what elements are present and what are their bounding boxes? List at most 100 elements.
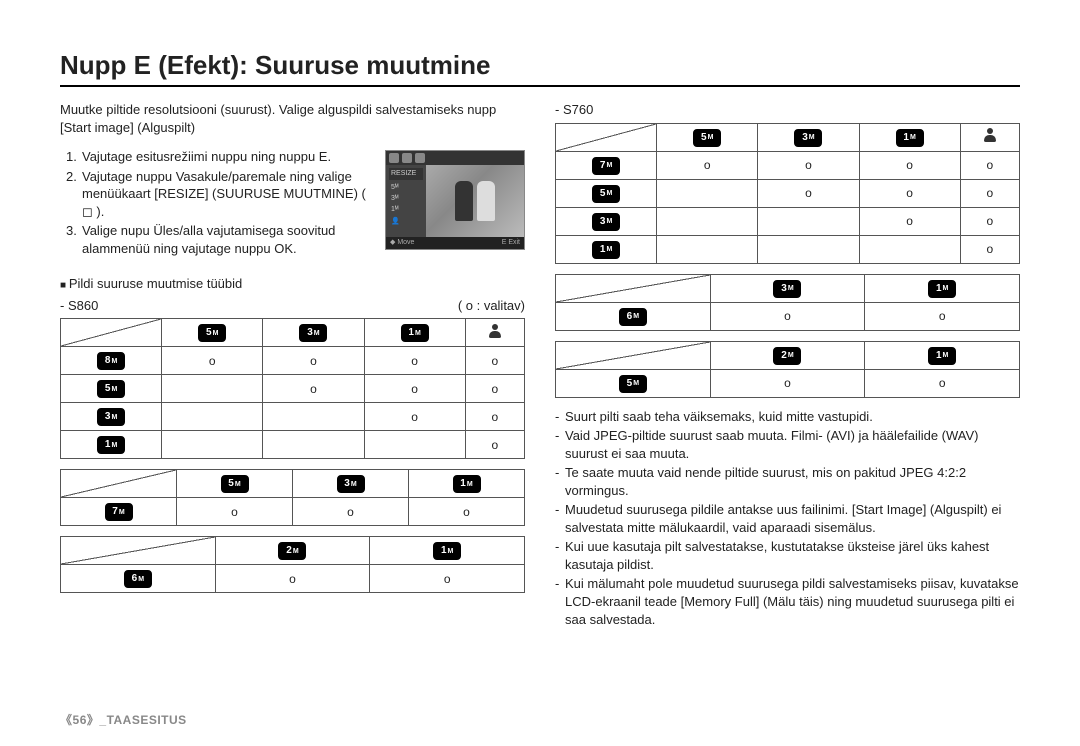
cell: o — [960, 235, 1019, 263]
badge-5m-d: 5M — [221, 475, 249, 493]
table-s760-c: 2M 1M 5M o o — [555, 341, 1020, 398]
badge-3m: 3M — [794, 129, 822, 147]
cell — [859, 235, 960, 263]
badge-1m: 1M — [592, 241, 620, 259]
badge-3m: 3M — [97, 408, 125, 426]
note-text: Suurt pilti saab teha väiksemaks, kuid m… — [565, 408, 1020, 426]
cell — [162, 431, 263, 459]
badge-1m-d: 1M — [453, 475, 481, 493]
badge-6m: 6M — [124, 570, 152, 588]
badge-5m: 5M — [198, 324, 226, 342]
screenshot-row: 👤 — [389, 216, 423, 227]
screenshot-exit-label: E Exit — [502, 238, 520, 247]
cell: o — [859, 207, 960, 235]
intro-text: Muutke piltide resolutsiooni (suurust). … — [60, 101, 525, 136]
note-text: Kui mälumaht pole muudetud suurusega pil… — [565, 575, 1020, 628]
cell: o — [409, 498, 525, 526]
left-column: Muutke piltide resolutsiooni (suurust). … — [60, 101, 525, 630]
cell: o — [960, 179, 1019, 207]
badge-1m-d: 1M — [928, 347, 956, 365]
camera-lcd-screenshot: RESIZE 5ᴹ 3ᴹ 1ᴹ 👤 ◆ Move E Exit — [385, 150, 525, 250]
cell — [657, 179, 758, 207]
cell: o — [465, 403, 524, 431]
cell: o — [364, 375, 465, 403]
step-text: Vajutage esitusrežiimi nuppu ning nuppu … — [82, 148, 377, 166]
table-s760-a: 5M 3M 1M 7M o o o o 5M o o o 3M o o — [555, 123, 1020, 264]
table-s860-b: 5M 3M 1M 7M o o o — [60, 469, 525, 526]
step-text: Vajutage nuppu Vasakule/paremale ning va… — [82, 168, 377, 221]
note-text: Te saate muuta vaid nende piltide suurus… — [565, 464, 1020, 499]
legend-valitav: ( o : valitav) — [458, 297, 525, 315]
notes-list: -Suurt pilti saab teha väiksemaks, kuid … — [555, 408, 1020, 629]
badge-8m: 8M — [97, 352, 125, 370]
screenshot-row: 3ᴹ — [389, 193, 423, 204]
cell: o — [364, 403, 465, 431]
cell: o — [960, 151, 1019, 179]
screenshot-side-label: RESIZE — [389, 168, 423, 179]
badge-5m: 5M — [619, 375, 647, 393]
cell — [657, 235, 758, 263]
model-label: - S760 — [555, 101, 593, 119]
note-text: Muudetud suurusega pildile antakse uus f… — [565, 501, 1020, 536]
note-text: Kui uue kasutaja pilt salvestatakse, kus… — [565, 538, 1020, 573]
cell: o — [263, 375, 364, 403]
cell: o — [865, 369, 1020, 397]
cell: o — [465, 347, 524, 375]
cell: o — [710, 369, 865, 397]
cell — [758, 235, 859, 263]
person-icon — [982, 128, 998, 142]
cell — [162, 403, 263, 431]
cell: o — [657, 151, 758, 179]
screenshot-row: 1ᴹ — [389, 204, 423, 215]
badge-1m: 1M — [401, 324, 429, 342]
table-s760-b: 3M 1M 6M o o — [555, 274, 1020, 331]
cell: o — [859, 179, 960, 207]
badge-3m: 3M — [299, 324, 327, 342]
cell: o — [758, 151, 859, 179]
badge-3m-d: 3M — [773, 280, 801, 298]
note-text: Vaid JPEG-piltide suurust saab muuta. Fi… — [565, 427, 1020, 462]
badge-5m: 5M — [97, 380, 125, 398]
cell: o — [710, 302, 865, 330]
page-footer: 《56》_TAASESITUS — [60, 711, 187, 728]
cell: o — [865, 302, 1020, 330]
badge-3m: 3M — [592, 213, 620, 231]
cell — [162, 375, 263, 403]
cell: o — [960, 207, 1019, 235]
cell: o — [177, 498, 293, 526]
cell: o — [215, 565, 370, 593]
bullet-heading: Pildi suuruse muutmise tüübid — [60, 275, 525, 293]
badge-1m-d: 1M — [433, 542, 461, 560]
badge-7m: 7M — [592, 157, 620, 175]
badge-7m: 7M — [105, 503, 133, 521]
screenshot-move-label: ◆ Move — [390, 238, 414, 247]
badge-3m-d: 3M — [337, 475, 365, 493]
badge-1m: 1M — [97, 436, 125, 454]
cell — [657, 207, 758, 235]
badge-5m: 5M — [592, 185, 620, 203]
page-number: 56 — [73, 713, 87, 727]
cell — [758, 207, 859, 235]
cell — [263, 403, 364, 431]
cell — [263, 431, 364, 459]
badge-2m-d: 2M — [773, 347, 801, 365]
cell: o — [364, 347, 465, 375]
badge-6m: 6M — [619, 308, 647, 326]
table-s860-a: 5M 3M 1M 8M o o o o 5M o o o 3M o o — [60, 318, 525, 459]
table-s860-c: 2M 1M 6M o o — [60, 536, 525, 593]
person-icon — [487, 324, 503, 338]
cell: o — [293, 498, 409, 526]
right-column: - S760 5M 3M 1M 7M o o o o 5M o o o — [555, 101, 1020, 630]
cell: o — [465, 431, 524, 459]
cell: o — [370, 565, 525, 593]
badge-2m-d: 2M — [278, 542, 306, 560]
cell: o — [859, 151, 960, 179]
badge-5m: 5M — [693, 129, 721, 147]
screenshot-row: 5ᴹ — [389, 182, 423, 193]
cell: o — [162, 347, 263, 375]
cell — [364, 431, 465, 459]
badge-1m: 1M — [896, 129, 924, 147]
badge-1m-d: 1M — [928, 280, 956, 298]
cell: o — [758, 179, 859, 207]
page-title: Nupp E (Efekt): Suuruse muutmine — [60, 50, 1020, 87]
